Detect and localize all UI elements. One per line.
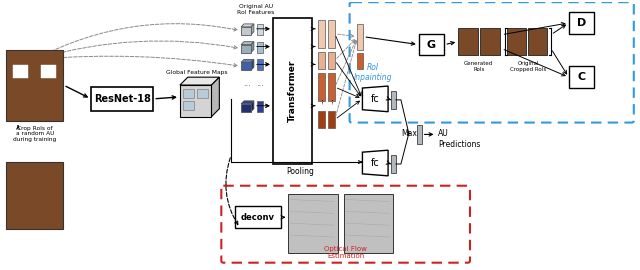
Polygon shape — [251, 42, 254, 52]
Bar — [183, 101, 194, 110]
Polygon shape — [241, 24, 254, 27]
Bar — [417, 124, 422, 144]
Bar — [328, 111, 335, 129]
Bar — [391, 91, 396, 109]
Bar — [318, 111, 325, 129]
Text: RoI
Inpainting: RoI Inpainting — [354, 63, 392, 82]
Bar — [41, 65, 56, 78]
Bar — [344, 194, 393, 253]
Polygon shape — [241, 59, 254, 62]
Text: Optical Flow
Estimation: Optical Flow Estimation — [324, 246, 367, 259]
Bar — [257, 101, 263, 112]
Bar — [358, 53, 364, 69]
Bar — [196, 89, 207, 98]
Text: fc: fc — [371, 94, 380, 104]
Text: ...: ... — [318, 97, 324, 104]
Bar — [257, 24, 263, 35]
Text: Crop RoIs of
a random AU
during training: Crop RoIs of a random AU during training — [13, 126, 56, 142]
Bar — [183, 89, 194, 98]
Bar — [6, 49, 63, 121]
Text: Original
Cropped RoIs: Original Cropped RoIs — [510, 61, 547, 72]
Bar — [480, 28, 500, 55]
Text: AU
Predictions: AU Predictions — [438, 130, 481, 149]
Text: Generated
RoIs: Generated RoIs — [464, 61, 493, 72]
Bar — [289, 194, 338, 253]
Text: deconv: deconv — [241, 213, 275, 222]
Text: C: C — [577, 72, 586, 82]
Bar — [6, 162, 63, 229]
Bar — [13, 65, 28, 78]
Polygon shape — [241, 42, 254, 45]
Bar — [318, 52, 325, 69]
Bar — [328, 73, 335, 101]
Text: Max: Max — [401, 129, 417, 138]
Bar — [569, 12, 595, 34]
Bar — [528, 28, 547, 55]
Text: ...: ... — [256, 79, 264, 87]
Bar — [91, 87, 153, 111]
Text: G: G — [427, 40, 436, 50]
Bar — [241, 104, 251, 112]
Text: Global Feature Maps: Global Feature Maps — [166, 70, 227, 75]
Bar — [569, 66, 595, 88]
Polygon shape — [251, 59, 254, 70]
Polygon shape — [362, 86, 388, 112]
Polygon shape — [180, 77, 220, 85]
Bar — [241, 62, 251, 70]
Polygon shape — [251, 24, 254, 35]
Text: ...: ... — [328, 97, 334, 104]
Text: Pooling: Pooling — [286, 167, 314, 176]
Bar — [358, 24, 364, 49]
Bar — [458, 28, 478, 55]
Text: D: D — [577, 18, 586, 28]
Bar — [273, 18, 312, 164]
Bar — [241, 27, 251, 35]
Polygon shape — [241, 101, 254, 104]
Text: fc: fc — [371, 158, 380, 168]
Text: ResNet-18: ResNet-18 — [93, 94, 150, 104]
Bar — [180, 85, 211, 117]
Bar — [419, 34, 444, 55]
Bar — [257, 42, 263, 52]
Text: Transformer: Transformer — [288, 60, 297, 122]
Polygon shape — [211, 77, 220, 117]
Bar — [241, 45, 251, 52]
Polygon shape — [251, 101, 254, 112]
Bar — [318, 20, 325, 48]
Bar — [257, 59, 263, 70]
Text: ...: ... — [243, 79, 251, 87]
Bar — [508, 28, 526, 55]
Bar — [328, 52, 335, 69]
Bar — [318, 73, 325, 101]
Bar — [391, 155, 396, 173]
Polygon shape — [362, 150, 388, 176]
Bar — [235, 207, 280, 228]
Bar — [328, 20, 335, 48]
Text: Original AU
RoI Features: Original AU RoI Features — [237, 4, 275, 15]
